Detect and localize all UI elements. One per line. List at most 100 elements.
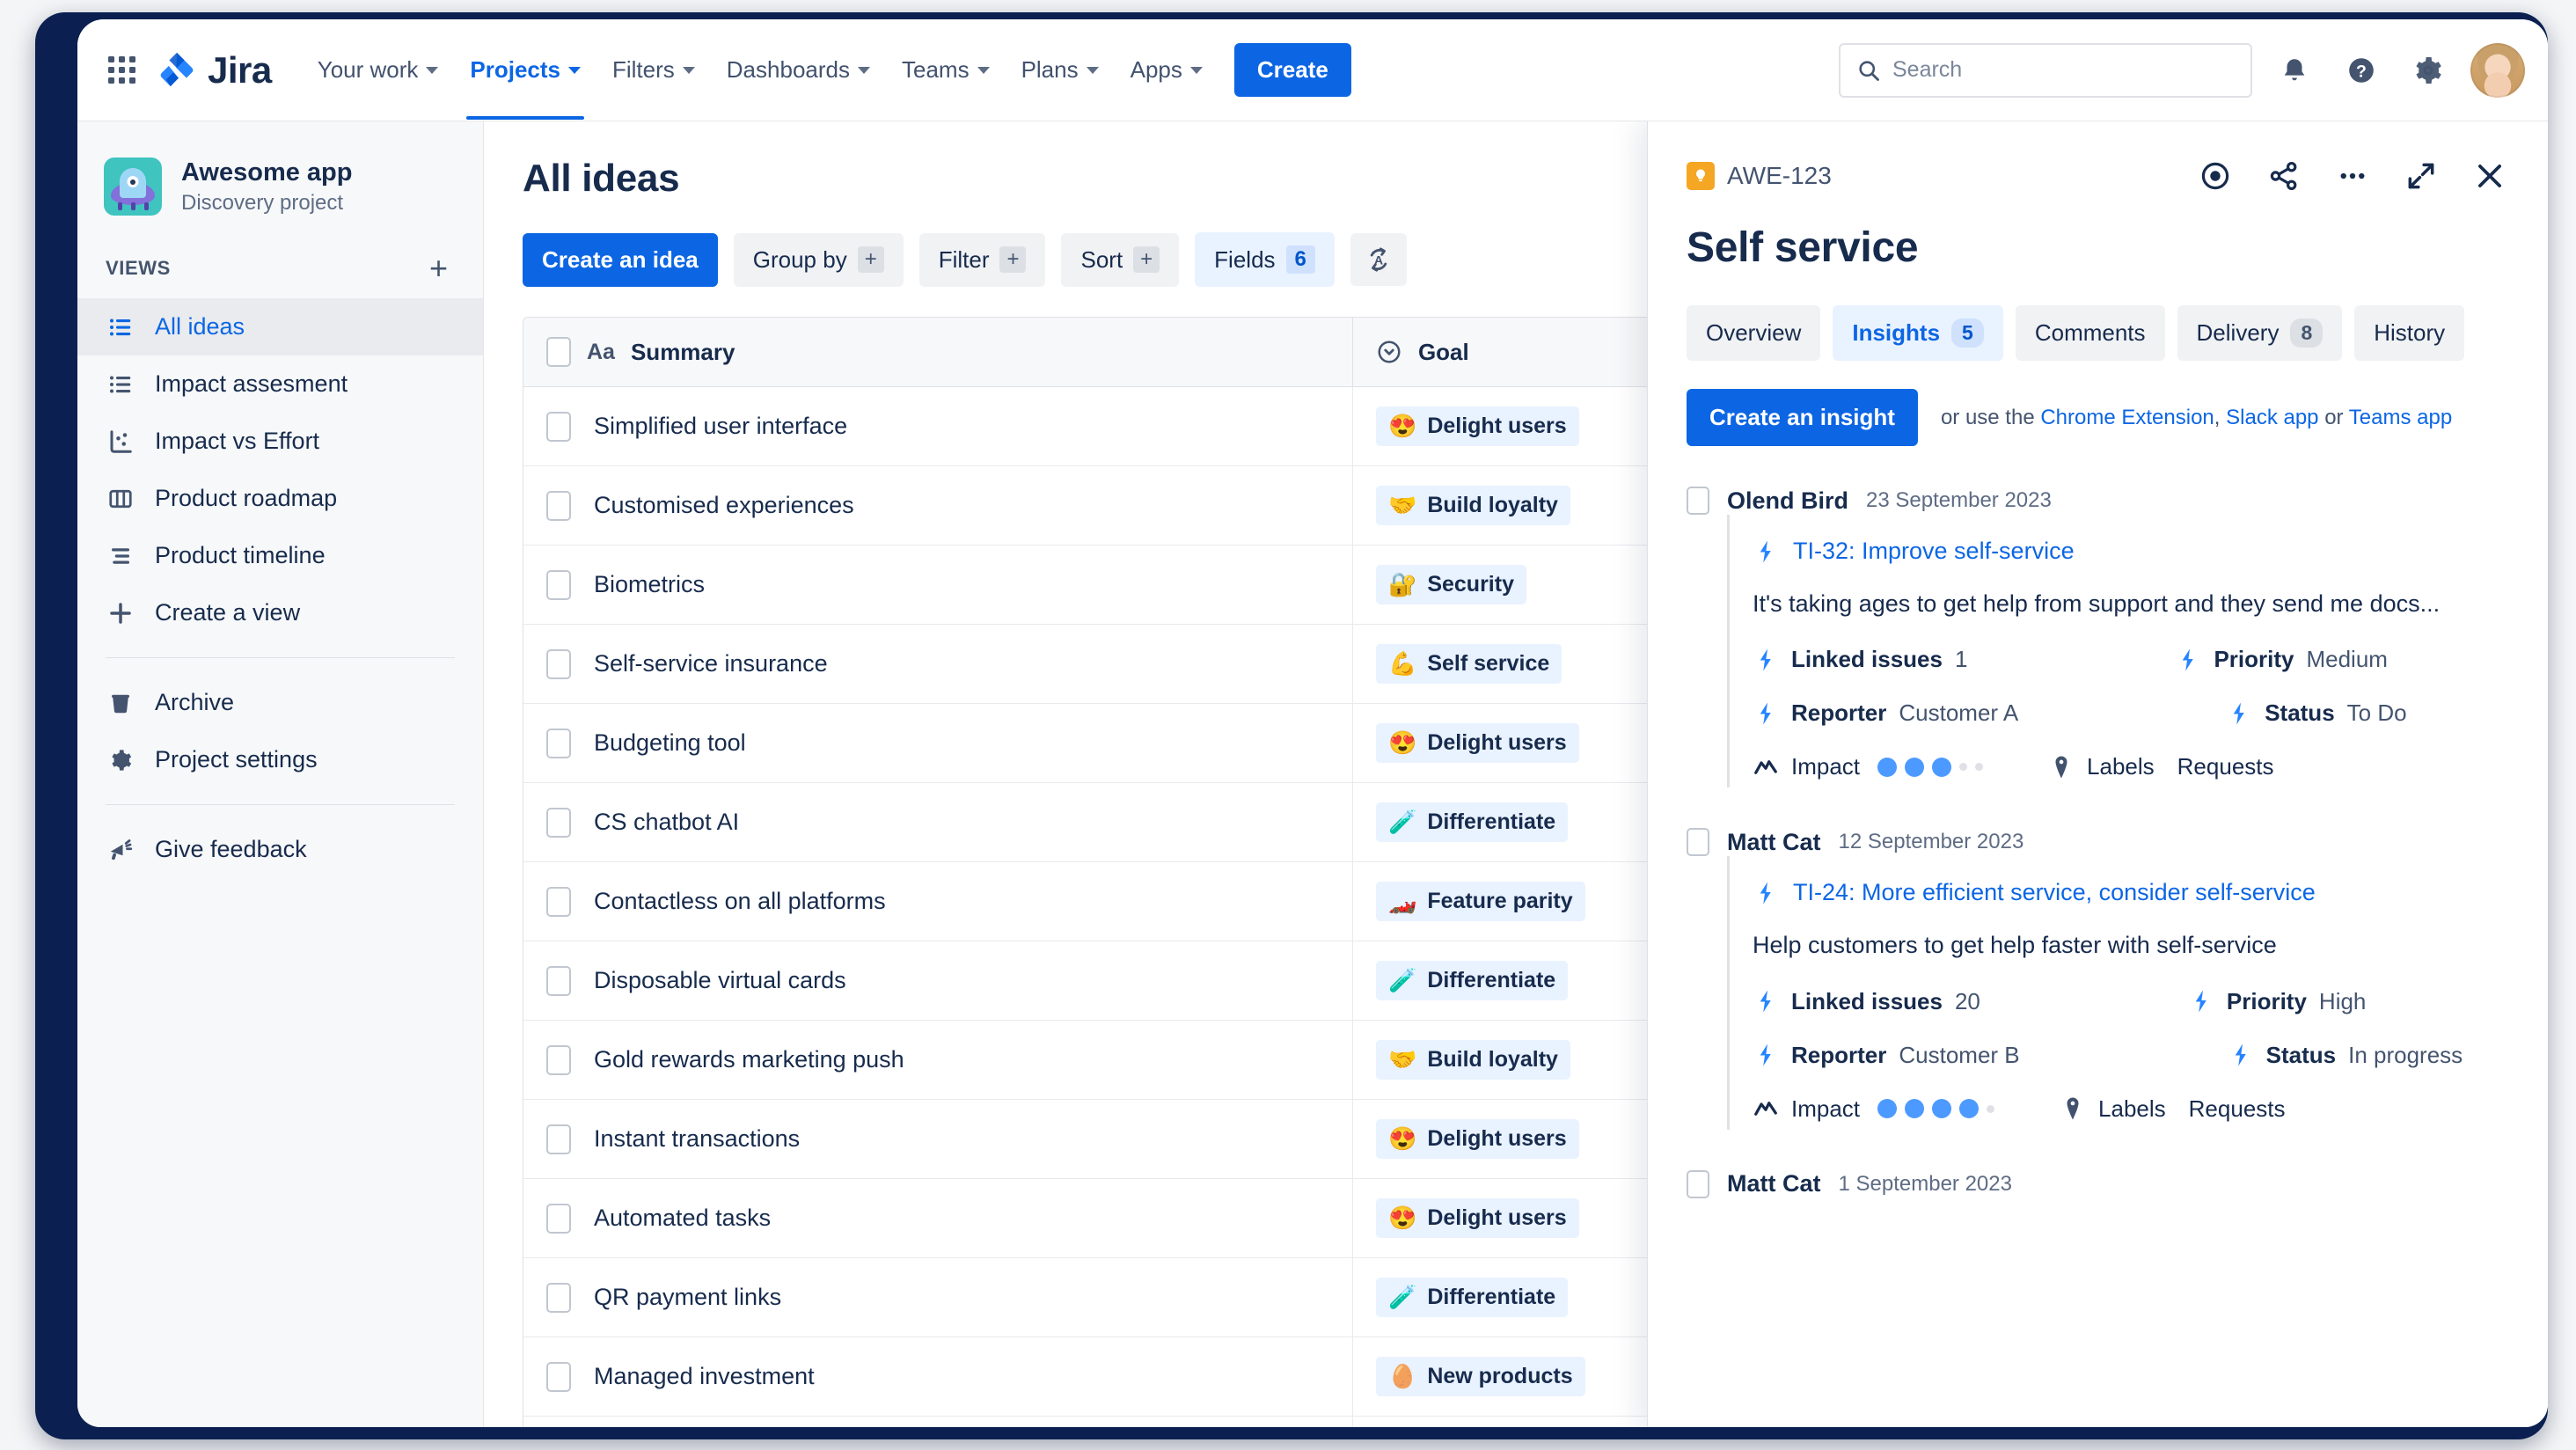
linked-issue-link[interactable]: TI-32: Improve self-service: [1753, 538, 2509, 565]
nav-your-work[interactable]: Your work: [302, 44, 455, 96]
nav-dashboards[interactable]: Dashboards: [711, 44, 886, 96]
labels-meta[interactable]: Labels: [2048, 753, 2155, 780]
goal-chip: 💪 Self service: [1375, 644, 1562, 684]
user-avatar[interactable]: [2470, 42, 2525, 98]
cell-summary[interactable]: CS chatbot AI: [523, 782, 1353, 862]
share-icon[interactable]: [2265, 157, 2303, 195]
linked-issues-label: Linked issues: [1791, 987, 1943, 1014]
linked-issue-link[interactable]: TI-24: More efficient service, consider …: [1753, 879, 2509, 906]
sidebar-item-product-roadmap[interactable]: Product roadmap: [77, 470, 483, 527]
sidebar-item-archive[interactable]: Archive: [77, 674, 483, 731]
row-checkbox[interactable]: [546, 886, 571, 917]
sidebar-item-create-a-view[interactable]: Create a view: [77, 584, 483, 641]
nav-filters[interactable]: Filters: [596, 44, 711, 96]
row-checkbox[interactable]: [546, 728, 571, 758]
create-button[interactable]: Create: [1233, 43, 1351, 97]
insight-checkbox[interactable]: [1687, 1169, 1709, 1198]
cell-summary[interactable]: Budgeting tool: [523, 703, 1353, 783]
sidebar-item-impact-assesment[interactable]: Impact assesment: [77, 355, 483, 413]
nav-plans[interactable]: Plans: [1006, 44, 1115, 96]
tab-insights[interactable]: Insights 5: [1833, 305, 2003, 361]
group-by-button[interactable]: Group by +: [733, 232, 904, 287]
nav-projects[interactable]: Projects: [454, 44, 596, 120]
tab-comments[interactable]: Comments: [2015, 305, 2165, 361]
sidebar-item-impact-vs-effort[interactable]: Impact vs Effort: [77, 413, 483, 470]
notifications-bell-button[interactable]: [2270, 46, 2319, 95]
expand-icon[interactable]: [2402, 157, 2441, 195]
row-checkbox[interactable]: [546, 965, 571, 996]
nav-teams[interactable]: Teams: [886, 44, 1006, 96]
select-all-checkbox[interactable]: [546, 337, 571, 367]
create-an-idea-button[interactable]: Create an idea: [523, 232, 718, 287]
row-checkbox[interactable]: [546, 490, 571, 521]
column-header-summary[interactable]: Aa Summary: [523, 318, 1353, 387]
cell-summary[interactable]: Self service: savings accounts: [523, 1416, 1353, 1427]
impact-dot: [1877, 757, 1898, 777]
jira-issue-bolt-icon: [2235, 1044, 2246, 1066]
insight-checkbox[interactable]: [1687, 487, 1709, 515]
sidebar-item-all-ideas[interactable]: All ideas: [77, 298, 483, 356]
tab-overview[interactable]: Overview: [1687, 305, 1821, 361]
settings-button[interactable]: [2404, 46, 2453, 95]
help-button[interactable]: ?: [2337, 46, 2386, 95]
slack-app-link[interactable]: Slack app: [2226, 405, 2319, 429]
cell-summary[interactable]: Managed investment: [523, 1336, 1353, 1417]
goal-emoji-icon: 🤝: [1387, 492, 1417, 518]
nav-apps[interactable]: Apps: [1115, 44, 1218, 96]
row-checkbox[interactable]: [546, 1044, 571, 1075]
auto-translate-button[interactable]: A: [1350, 233, 1407, 286]
cell-summary[interactable]: QR payment links: [523, 1257, 1353, 1337]
insight-checkbox[interactable]: [1687, 828, 1709, 857]
jira-logo[interactable]: Jira: [157, 49, 272, 92]
project-header[interactable]: Awesome app Discovery project: [77, 141, 483, 238]
issue-key-link[interactable]: AWE-123: [1687, 162, 1832, 190]
more-options-icon[interactable]: [2333, 157, 2372, 195]
cell-summary[interactable]: Disposable virtual cards: [523, 941, 1353, 1021]
row-checkbox[interactable]: [546, 411, 571, 442]
plus-icon: +: [999, 246, 1027, 273]
app-switcher-button[interactable]: [97, 46, 146, 95]
cell-summary[interactable]: Instant transactions: [523, 1099, 1353, 1179]
sort-button[interactable]: Sort +: [1061, 232, 1180, 287]
row-checkbox[interactable]: [546, 1282, 571, 1313]
sidebar-item-product-timeline[interactable]: Product timeline: [77, 527, 483, 584]
search-input[interactable]: Search: [1839, 42, 2252, 98]
cell-summary[interactable]: Simplified user interface: [523, 386, 1353, 466]
close-icon[interactable]: [2470, 157, 2509, 195]
goal-emoji-icon: 🏎️: [1387, 888, 1417, 914]
create-an-insight-button[interactable]: Create an insight: [1687, 389, 1918, 446]
priority-meta: Priority High: [2188, 987, 2366, 1015]
tab-delivery[interactable]: Delivery 8: [2177, 305, 2343, 361]
watch-eye-icon[interactable]: [2196, 157, 2235, 195]
cell-summary[interactable]: Automated tasks: [523, 1178, 1353, 1258]
add-view-button[interactable]: +: [428, 250, 448, 287]
sidebar-item-project-settings[interactable]: Project settings: [77, 731, 483, 788]
requests-meta[interactable]: Requests: [2177, 753, 2274, 780]
row-checkbox[interactable]: [546, 807, 571, 838]
impact-meta[interactable]: Impact: [1753, 1095, 1995, 1123]
svg-text:A: A: [1374, 254, 1383, 268]
impact-meta[interactable]: Impact: [1753, 753, 1984, 780]
cell-summary[interactable]: Gold rewards marketing push: [523, 1020, 1353, 1100]
chrome-extension-link[interactable]: Chrome Extension: [2040, 405, 2214, 429]
tab-history[interactable]: History: [2354, 305, 2465, 361]
cell-summary[interactable]: Customised experiences: [523, 465, 1353, 546]
row-checkbox[interactable]: [546, 648, 571, 679]
labels-meta[interactable]: Labels: [2060, 1095, 2166, 1123]
cell-summary[interactable]: Biometrics: [523, 545, 1353, 625]
requests-meta[interactable]: Requests: [2189, 1095, 2286, 1123]
status-meta: Status In progress: [2228, 1042, 2463, 1069]
teams-app-link[interactable]: Teams app: [2348, 405, 2453, 429]
row-checkbox[interactable]: [546, 1203, 571, 1234]
priority-label: Priority: [2226, 987, 2307, 1014]
cell-summary[interactable]: Contactless on all platforms: [523, 861, 1353, 941]
sidebar-item-give-feedback[interactable]: Give feedback: [77, 821, 483, 878]
filter-button[interactable]: Filter +: [918, 232, 1046, 287]
cell-summary[interactable]: Self-service insurance: [523, 624, 1353, 704]
row-checkbox[interactable]: [546, 569, 571, 600]
row-checkbox[interactable]: [546, 1124, 571, 1154]
row-checkbox[interactable]: [546, 1361, 571, 1392]
search-placeholder: Search: [1892, 57, 1963, 82]
fields-button[interactable]: Fields 6: [1195, 232, 1335, 287]
goal-chip: 😍 Delight users: [1375, 1119, 1579, 1159]
